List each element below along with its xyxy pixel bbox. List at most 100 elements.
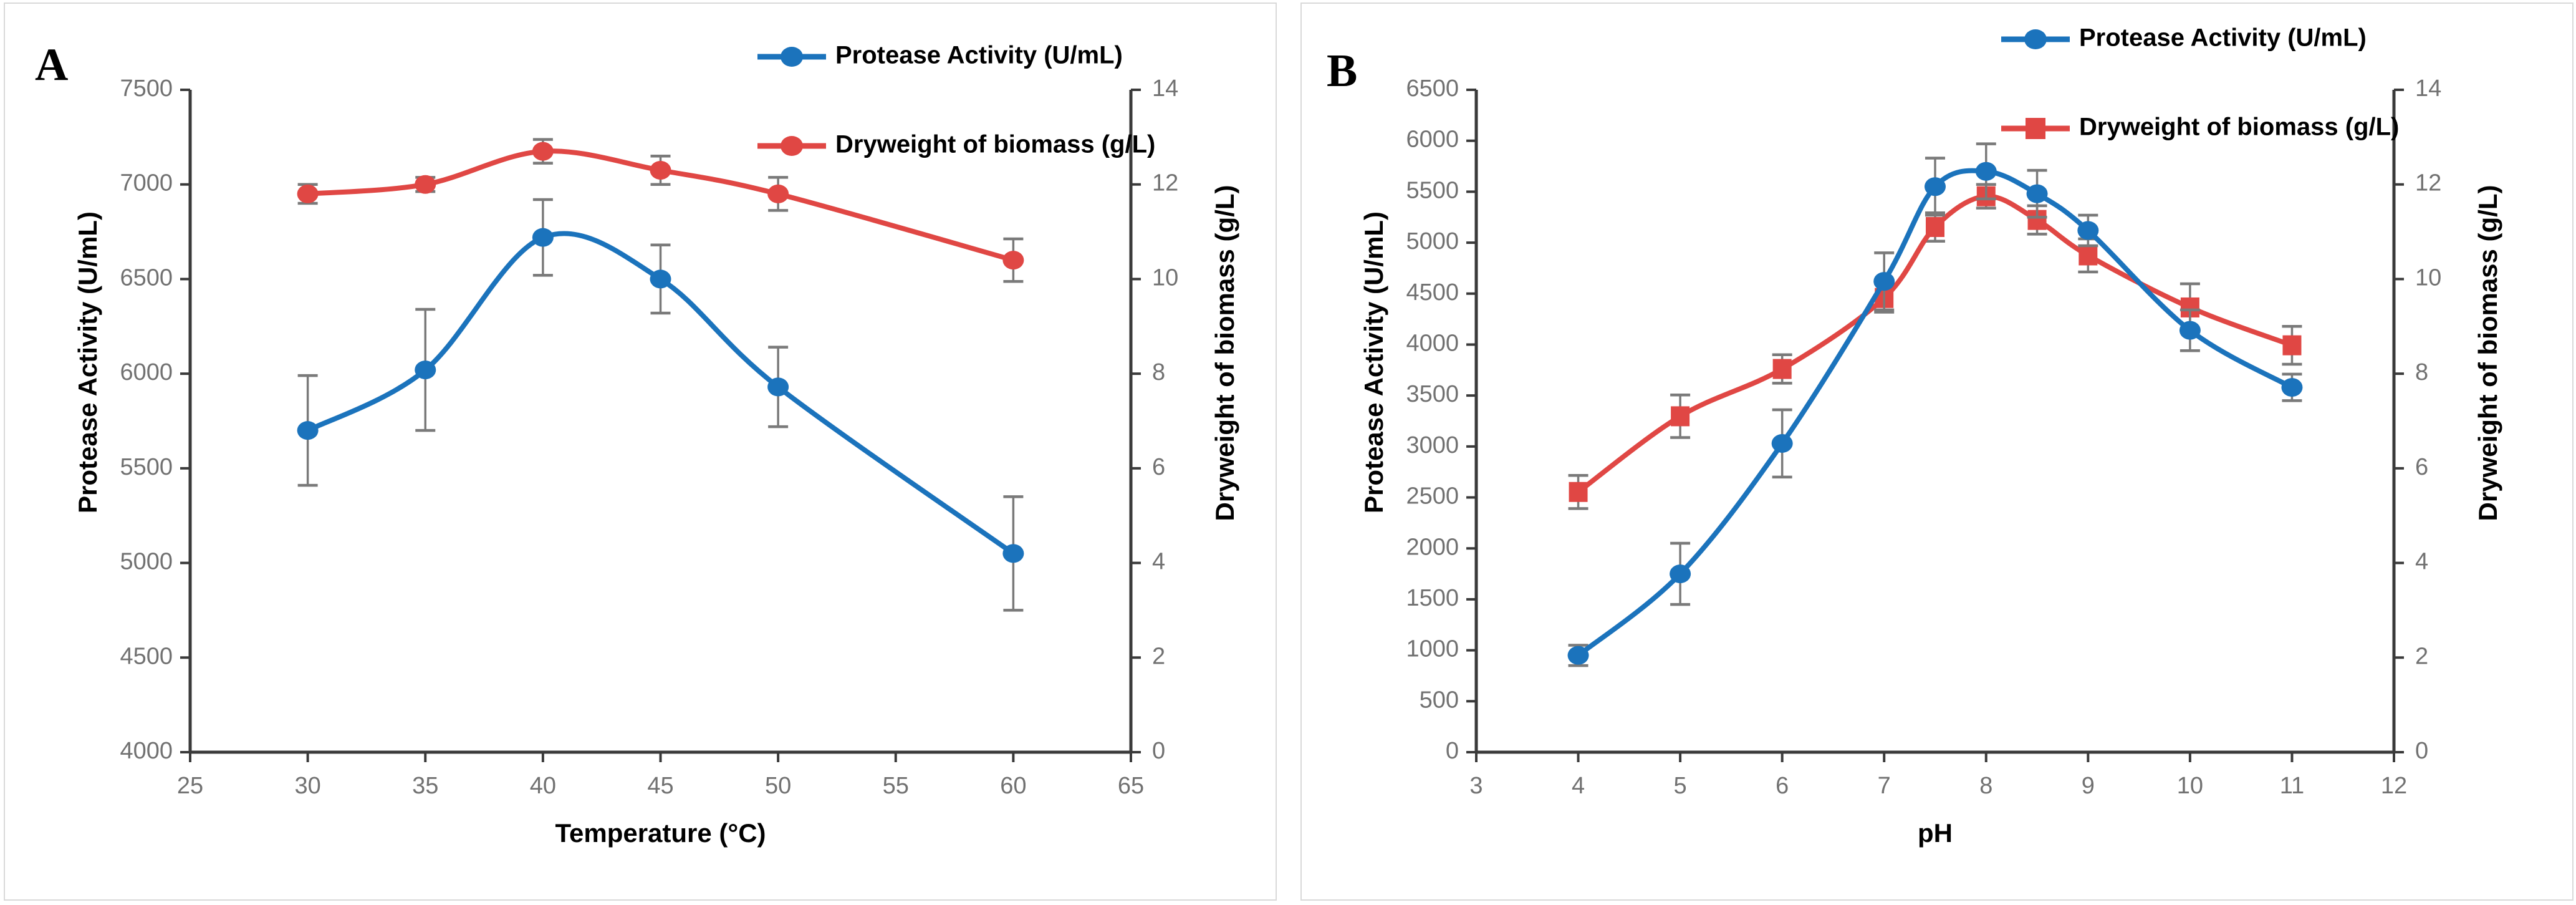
- panel-a: 4000 4500 5000 5500 6000 6500 7000 7500 0 2 4 6 8 10 1…: [4, 2, 1277, 901]
- right-tick-label: 12: [1152, 170, 1178, 196]
- chart-a-temperature: 4000 4500 5000 5500 6000 6500 7000 7500 0 2 4 6 8 10 1…: [35, 39, 1239, 848]
- data-point-circle: [2026, 184, 2048, 203]
- left-tick-label: 3500: [1406, 381, 1459, 407]
- data-point-circle: [415, 175, 436, 194]
- data-point-circle: [1002, 544, 1024, 563]
- panel-letter: A: [35, 39, 68, 90]
- x-tick-label: 40: [530, 773, 556, 799]
- right-axis-ticks: 0 2 4 6 8 10 12 14: [1131, 75, 1178, 764]
- legend: Protease Activity (U/mL) Dryweight of bio…: [2001, 24, 2399, 141]
- legend-label: Protease Activity (U/mL): [2079, 24, 2367, 52]
- x-axis-ticks: 25 30 35 40 45 50 55 60 65: [177, 752, 1144, 799]
- data-point-circle: [650, 269, 671, 289]
- left-tick-label: 4500: [1406, 279, 1459, 306]
- error-bars-protease: [297, 198, 1024, 612]
- x-tick-label: 25: [177, 773, 203, 799]
- right-tick-label: 2: [2415, 643, 2428, 669]
- legend: Protease Activity (U/mL) Dryweight of bio…: [757, 42, 1155, 158]
- data-point-circle: [415, 361, 436, 380]
- data-point-square: [2079, 245, 2098, 266]
- data-point-circle: [1002, 251, 1024, 270]
- left-tick-label: 5500: [1406, 177, 1459, 203]
- left-axis-ticks: 4000 4500 5000 5500 6000 6500 7000 7500: [120, 75, 190, 764]
- chart-b-ph: 0 500 1000 1500 2000 2500 3000 3500 4000 4500 5000…: [1327, 24, 2502, 848]
- x-tick-label: 30: [294, 773, 320, 799]
- left-axis-title: Protease Activity (U/mL): [73, 211, 102, 513]
- legend-marker-circle: [781, 47, 803, 67]
- x-tick-label: 10: [2177, 773, 2203, 799]
- right-tick-label: 4: [2415, 549, 2428, 575]
- left-tick-label: 6000: [120, 359, 173, 385]
- left-tick-label: 6000: [1406, 127, 1459, 153]
- left-tick-label: 500: [1420, 687, 1459, 713]
- x-tick-label: 8: [1979, 773, 1992, 799]
- data-point-circle: [532, 142, 554, 161]
- left-tick-label: 7000: [120, 170, 173, 196]
- x-tick-label: 6: [1776, 773, 1789, 799]
- x-tick-label: 9: [2082, 773, 2095, 799]
- data-point-circle: [767, 184, 789, 203]
- left-tick-label: 2000: [1406, 534, 1459, 560]
- left-tick-label: 2500: [1406, 483, 1459, 510]
- right-tick-label: 10: [2415, 264, 2441, 291]
- data-point-square: [2282, 335, 2302, 356]
- series-markers-biomass: [1569, 186, 2302, 502]
- x-axis-title: pH: [1918, 818, 1953, 848]
- x-tick-label: 5: [1674, 773, 1687, 799]
- data-point-circle: [2077, 221, 2099, 240]
- series-markers-biomass: [297, 142, 1024, 270]
- right-tick-label: 10: [1152, 264, 1178, 291]
- x-tick-label: 7: [1878, 773, 1891, 799]
- left-tick-label: 4500: [120, 643, 173, 669]
- data-point-square: [1926, 216, 1944, 237]
- x-tick-label: 45: [647, 773, 673, 799]
- left-axis-title: Protease Activity (U/mL): [1359, 211, 1388, 513]
- right-tick-label: 14: [2415, 75, 2441, 102]
- right-tick-label: 6: [1152, 454, 1165, 480]
- x-tick-label: 35: [412, 773, 438, 799]
- x-axis-ticks: 3 4 5 6 7 8 9 10 11 12: [1469, 752, 2407, 799]
- right-tick-label: 2: [1152, 643, 1165, 669]
- x-axis-title: Temperature (°C): [555, 818, 766, 848]
- left-tick-label: 4000: [120, 738, 173, 764]
- x-tick-label: 3: [1469, 773, 1483, 799]
- x-tick-label: 65: [1118, 773, 1144, 799]
- data-point-circle: [532, 228, 554, 247]
- left-tick-label: 0: [1446, 738, 1459, 764]
- left-axis-ticks: 0 500 1000 1500 2000 2500 3000 3500 4000 4500 5000…: [1406, 75, 1476, 764]
- series-markers-protease: [1567, 162, 2303, 665]
- left-tick-label: 7500: [120, 75, 173, 102]
- right-tick-label: 0: [2415, 738, 2428, 764]
- x-tick-label: 60: [1000, 773, 1026, 799]
- panel-b: 0 500 1000 1500 2000 2500 3000 3500 4000 4500 5000…: [1300, 2, 2574, 901]
- legend-marker-circle: [781, 136, 803, 156]
- data-point-square: [1772, 359, 1792, 379]
- data-point-circle: [1975, 162, 1997, 181]
- data-point-circle: [297, 421, 319, 440]
- data-point-circle: [2179, 321, 2201, 340]
- data-point-circle: [767, 377, 789, 397]
- right-tick-label: 4: [1152, 549, 1165, 575]
- data-point-circle: [1670, 564, 1691, 584]
- data-point-square: [1569, 482, 1588, 502]
- right-axis-ticks: 0 2 4 6 8 10 12 14: [2394, 75, 2441, 764]
- right-axis-title: Dryweight of biomass (g/L): [1210, 185, 1239, 521]
- axes: [1474, 90, 2396, 754]
- data-point-circle: [2281, 378, 2303, 397]
- right-tick-label: 8: [2415, 359, 2428, 385]
- left-tick-label: 1000: [1406, 636, 1459, 662]
- legend-label: Dryweight of biomass (g/L): [2079, 114, 2399, 141]
- legend-label: Dryweight of biomass (g/L): [835, 131, 1155, 158]
- left-tick-label: 3000: [1406, 432, 1459, 458]
- legend-label: Protease Activity (U/mL): [835, 42, 1123, 69]
- right-axis-title: Dryweight of biomass (g/L): [2473, 185, 2502, 521]
- x-tick-label: 55: [883, 773, 909, 799]
- legend-marker-square: [2026, 118, 2045, 139]
- data-point-circle: [1873, 272, 1895, 291]
- left-tick-label: 6500: [1406, 75, 1459, 102]
- left-tick-label: 4000: [1406, 330, 1459, 356]
- series-markers-protease: [297, 228, 1024, 563]
- x-tick-label: 12: [2381, 773, 2407, 799]
- left-tick-label: 5000: [120, 549, 173, 575]
